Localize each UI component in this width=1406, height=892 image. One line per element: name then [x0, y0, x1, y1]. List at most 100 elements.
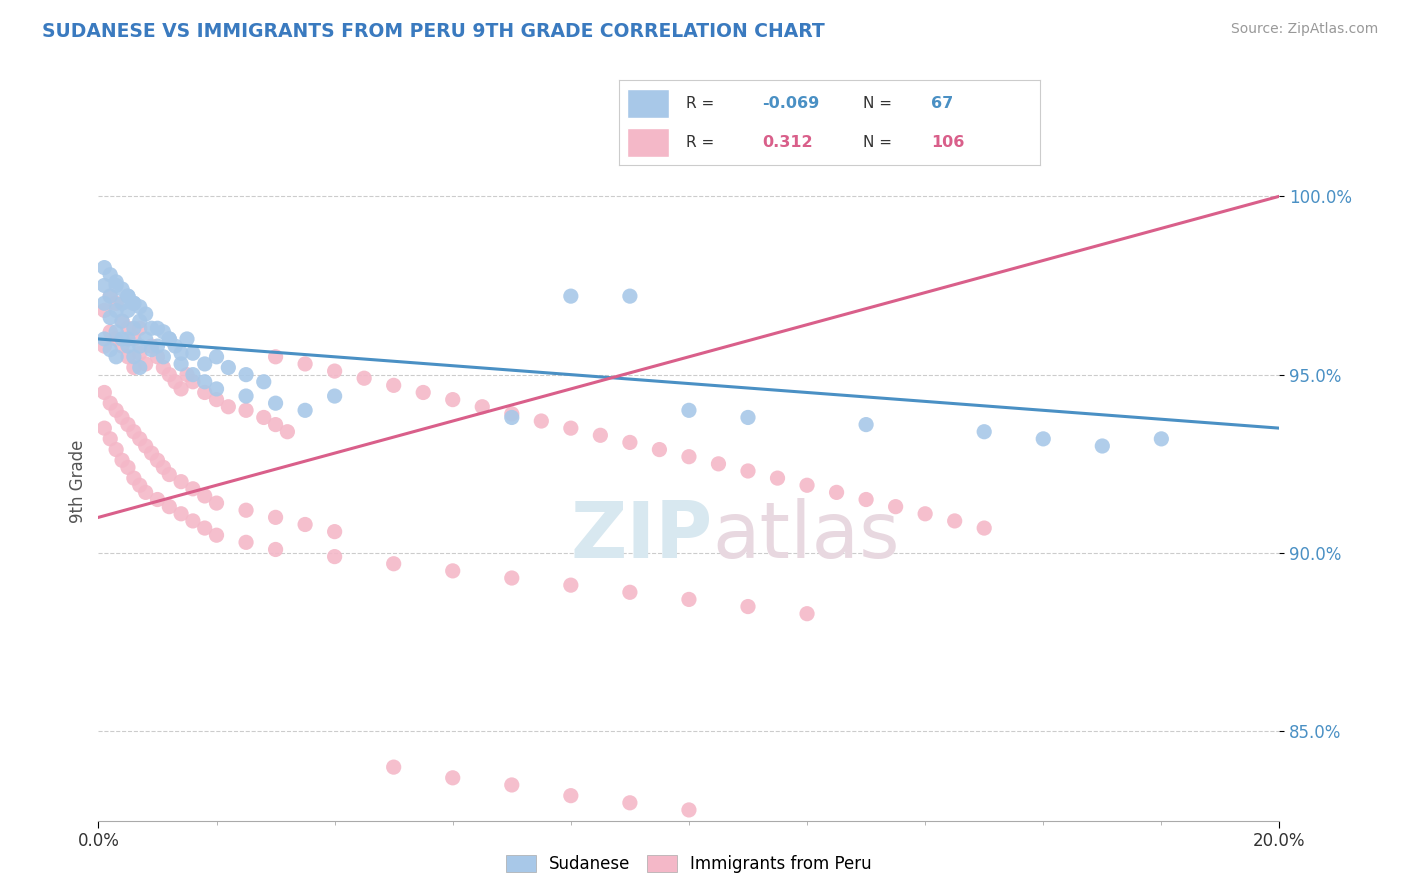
- Point: [294, 517, 316, 532]
- Point: [560, 289, 582, 303]
- Y-axis label: 9th Grade: 9th Grade: [69, 440, 87, 524]
- Point: [235, 403, 257, 417]
- Point: [707, 457, 730, 471]
- Point: [194, 357, 217, 371]
- Text: R =: R =: [686, 135, 714, 150]
- Point: [181, 482, 204, 496]
- Point: [93, 421, 115, 435]
- Text: SUDANESE VS IMMIGRANTS FROM PERU 9TH GRADE CORRELATION CHART: SUDANESE VS IMMIGRANTS FROM PERU 9TH GRA…: [42, 22, 825, 41]
- Point: [122, 321, 145, 335]
- Point: [796, 607, 818, 621]
- Point: [152, 460, 174, 475]
- Point: [117, 321, 139, 335]
- Point: [441, 771, 464, 785]
- Point: [264, 417, 287, 432]
- Point: [122, 471, 145, 485]
- Point: [117, 289, 139, 303]
- Text: Source: ZipAtlas.com: Source: ZipAtlas.com: [1230, 22, 1378, 37]
- Point: [141, 339, 163, 353]
- Point: [146, 339, 169, 353]
- Point: [105, 350, 128, 364]
- Point: [141, 446, 163, 460]
- Point: [276, 425, 298, 439]
- Point: [117, 332, 139, 346]
- Point: [98, 343, 121, 357]
- Point: [122, 360, 145, 375]
- Point: [914, 507, 936, 521]
- Point: [146, 350, 169, 364]
- Point: [128, 300, 150, 314]
- Text: -0.069: -0.069: [762, 95, 820, 111]
- FancyBboxPatch shape: [627, 89, 669, 118]
- Point: [105, 275, 128, 289]
- Point: [122, 296, 145, 310]
- Point: [157, 332, 180, 346]
- Point: [353, 371, 375, 385]
- Point: [128, 432, 150, 446]
- Point: [560, 578, 582, 592]
- Point: [157, 500, 180, 514]
- Point: [181, 375, 204, 389]
- Text: 106: 106: [931, 135, 965, 150]
- Point: [181, 346, 204, 360]
- FancyBboxPatch shape: [627, 128, 669, 157]
- Point: [135, 332, 157, 346]
- Point: [105, 278, 128, 293]
- Text: N =: N =: [863, 135, 893, 150]
- Point: [93, 385, 115, 400]
- Point: [678, 403, 700, 417]
- Point: [678, 803, 700, 817]
- Point: [194, 521, 217, 535]
- Point: [1091, 439, 1114, 453]
- Point: [973, 521, 995, 535]
- Point: [98, 432, 121, 446]
- Point: [217, 400, 239, 414]
- Point: [471, 400, 494, 414]
- Point: [382, 760, 405, 774]
- Point: [128, 478, 150, 492]
- Point: [165, 375, 187, 389]
- Point: [412, 385, 434, 400]
- Point: [117, 350, 139, 364]
- Point: [93, 296, 115, 310]
- Point: [678, 450, 700, 464]
- Point: [128, 339, 150, 353]
- Point: [205, 350, 228, 364]
- Point: [217, 360, 239, 375]
- Point: [170, 382, 193, 396]
- Point: [122, 350, 145, 364]
- Point: [382, 378, 405, 392]
- Point: [146, 321, 169, 335]
- Point: [135, 357, 157, 371]
- Point: [560, 421, 582, 435]
- Point: [382, 557, 405, 571]
- Point: [117, 289, 139, 303]
- Point: [264, 350, 287, 364]
- Point: [93, 332, 115, 346]
- Point: [253, 410, 276, 425]
- Text: 67: 67: [931, 95, 953, 111]
- Point: [146, 492, 169, 507]
- Point: [825, 485, 848, 500]
- Point: [117, 303, 139, 318]
- Point: [441, 564, 464, 578]
- Point: [737, 410, 759, 425]
- Point: [128, 360, 150, 375]
- Point: [235, 368, 257, 382]
- Point: [737, 599, 759, 614]
- Point: [93, 339, 115, 353]
- Point: [122, 296, 145, 310]
- Point: [93, 303, 115, 318]
- Point: [205, 528, 228, 542]
- Point: [98, 325, 121, 339]
- Point: [152, 360, 174, 375]
- Point: [1032, 432, 1054, 446]
- Point: [560, 789, 582, 803]
- Point: [181, 368, 204, 382]
- Point: [678, 592, 700, 607]
- Point: [105, 296, 128, 310]
- Text: R =: R =: [686, 95, 714, 111]
- Point: [111, 282, 134, 296]
- Point: [93, 260, 115, 275]
- Point: [141, 321, 163, 335]
